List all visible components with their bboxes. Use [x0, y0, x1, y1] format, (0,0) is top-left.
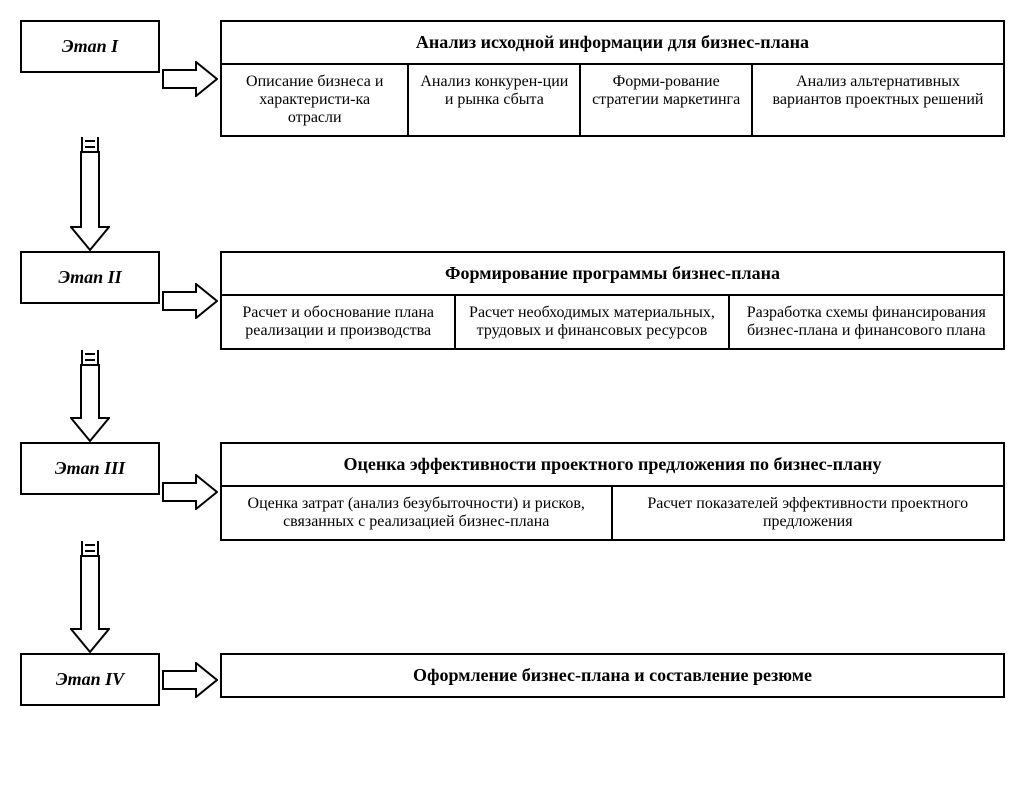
connector-2-3: [20, 350, 1005, 442]
stage-label-2: Этап II: [20, 251, 160, 304]
stage-header-2: Формирование программы бизнес-плана: [222, 253, 1003, 296]
hash-connector-icon: [81, 541, 99, 555]
down-arrow-icon: [70, 364, 110, 442]
cell: Анализ альтернативных вариантов проектны…: [753, 65, 1003, 135]
stage-cells-1: Описание бизнеса и характеристи-ка отрас…: [222, 65, 1003, 135]
connector-3-4: [20, 541, 1005, 653]
right-arrow-icon: [160, 61, 220, 97]
stage-content-3: Оценка эффективности проектного предложе…: [220, 442, 1005, 541]
hash-connector-icon: [81, 137, 99, 151]
down-arrow-icon: [70, 555, 110, 653]
cell: Расчет показателей эффективности проектн…: [613, 487, 1004, 539]
cell: Расчет и обоснование плана реализации и …: [222, 296, 456, 348]
connector-1-2: [20, 137, 1005, 251]
stage-row-1: Этап I Анализ исходной информации для би…: [20, 20, 1005, 137]
cell: Расчет необходимых материальных, трудовы…: [456, 296, 729, 348]
stage-header-4: Оформление бизнес-плана и составление ре…: [222, 655, 1003, 696]
cell: Форми-рование стратегии маркетинга: [581, 65, 753, 135]
stage-content-1: Анализ исходной информации для бизнес-пл…: [220, 20, 1005, 137]
stage-label-3: Этап III: [20, 442, 160, 495]
stage-content-4: Оформление бизнес-плана и составление ре…: [220, 653, 1005, 698]
cell: Описание бизнеса и характеристи-ка отрас…: [222, 65, 409, 135]
right-arrow-icon: [160, 283, 220, 319]
stage-label-4: Этап IV: [20, 653, 160, 706]
cell: Оценка затрат (анализ безубыточности) и …: [222, 487, 613, 539]
cell: Разработка схемы финансирования бизнес-п…: [730, 296, 1003, 348]
stage-row-4: Этап IV Оформление бизнес-плана и состав…: [20, 653, 1005, 706]
hash-connector-icon: [81, 350, 99, 364]
stage-row-2: Этап II Формирование программы бизнес-пл…: [20, 251, 1005, 350]
stage-cells-3: Оценка затрат (анализ безубыточности) и …: [222, 487, 1003, 539]
cell: Анализ конкурен-ции и рынка сбыта: [409, 65, 581, 135]
stage-header-1: Анализ исходной информации для бизнес-пл…: [222, 22, 1003, 65]
stage-row-3: Этап III Оценка эффективности проектного…: [20, 442, 1005, 541]
stage-content-2: Формирование программы бизнес-плана Расч…: [220, 251, 1005, 350]
stage-header-3: Оценка эффективности проектного предложе…: [222, 444, 1003, 487]
right-arrow-icon: [160, 474, 220, 510]
stage-label-1: Этап I: [20, 20, 160, 73]
right-arrow-icon: [160, 662, 220, 698]
stage-cells-2: Расчет и обоснование плана реализации и …: [222, 296, 1003, 348]
down-arrow-icon: [70, 151, 110, 251]
